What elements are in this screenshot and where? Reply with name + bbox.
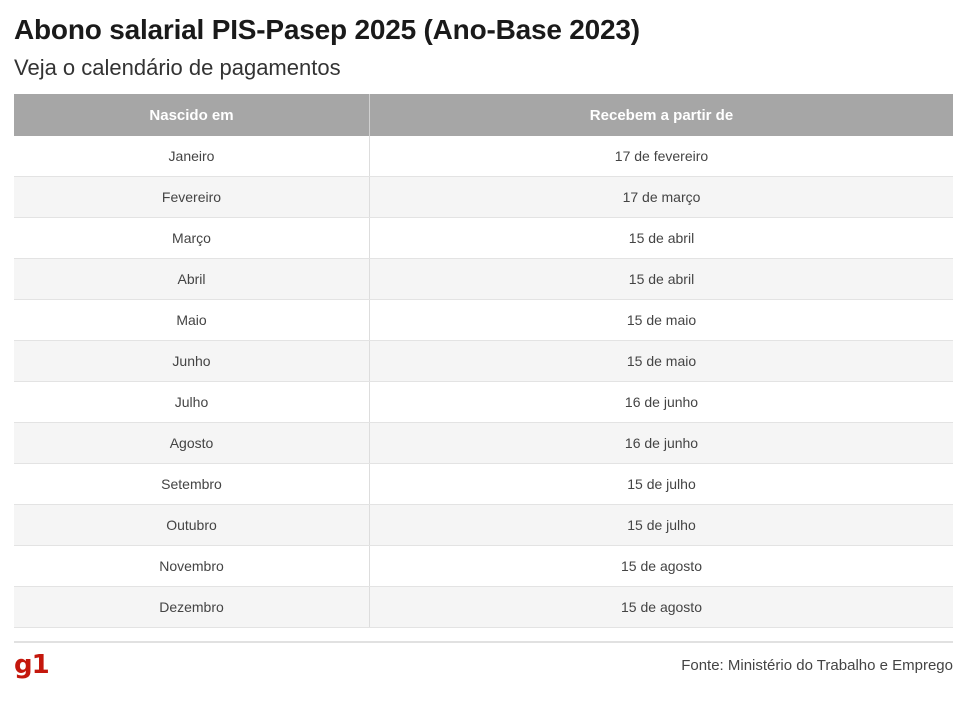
cell-birth-month: Agosto xyxy=(14,422,370,464)
cell-birth-month: Fevereiro xyxy=(14,176,370,218)
cell-birth-month: Janeiro xyxy=(14,136,370,177)
footer-divider xyxy=(14,641,953,643)
cell-birth-month: Novembro xyxy=(14,545,370,587)
cell-payment-date: 15 de abril xyxy=(369,258,953,300)
table-row: Março 15 de abril xyxy=(14,217,953,259)
table-row: Maio 15 de maio xyxy=(14,299,953,341)
table-row: Janeiro 17 de fevereiro xyxy=(14,136,953,177)
cell-birth-month: Outubro xyxy=(14,504,370,546)
cell-birth-month: Maio xyxy=(14,299,370,341)
cell-payment-date: 16 de junho xyxy=(369,381,953,423)
source-note: Fonte: Ministério do Trabalho e Emprego xyxy=(681,657,953,674)
table-row: Agosto 16 de junho xyxy=(14,422,953,464)
cell-birth-month: Julho xyxy=(14,381,370,423)
payment-calendar-table: Nascido em Recebem a partir de Janeiro 17… xyxy=(14,94,953,628)
table-row: Junho 15 de maio xyxy=(14,340,953,382)
payment-calendar-table-container: Nascido em Recebem a partir de Janeiro 17… xyxy=(14,94,953,628)
cell-payment-date: 17 de fevereiro xyxy=(369,136,953,177)
cell-payment-date: 15 de julho xyxy=(369,504,953,546)
table-row: Dezembro 15 de agosto xyxy=(14,586,953,628)
cell-birth-month: Setembro xyxy=(14,463,370,505)
cell-payment-date: 17 de março xyxy=(369,176,953,218)
cell-payment-date: 15 de julho xyxy=(369,463,953,505)
table-row: Novembro 15 de agosto xyxy=(14,545,953,587)
cell-birth-month: Março xyxy=(14,217,370,259)
cell-payment-date: 16 de junho xyxy=(369,422,953,464)
column-header-payment-date: Recebem a partir de xyxy=(369,94,953,136)
page-subtitle: Veja o calendário de pagamentos xyxy=(14,55,341,80)
cell-payment-date: 15 de abril xyxy=(369,217,953,259)
table-row: Outubro 15 de julho xyxy=(14,504,953,546)
table-header-row: Nascido em Recebem a partir de xyxy=(14,94,953,136)
table-row: Setembro 15 de julho xyxy=(14,463,953,505)
table-row: Abril 15 de abril xyxy=(14,258,953,300)
cell-birth-month: Dezembro xyxy=(14,586,370,628)
cell-payment-date: 15 de agosto xyxy=(369,545,953,587)
cell-payment-date: 15 de maio xyxy=(369,340,953,382)
column-header-birth-month: Nascido em xyxy=(14,94,370,136)
table-row: Julho 16 de junho xyxy=(14,381,953,423)
table-body: Janeiro 17 de fevereiro Fevereiro 17 de mar… xyxy=(14,136,953,628)
cell-birth-month: Junho xyxy=(14,340,370,382)
table-row: Fevereiro 17 de março xyxy=(14,176,953,218)
page-title: Abono salarial PIS-Pasep 2025 (Ano-Base … xyxy=(14,14,640,45)
cell-payment-date: 15 de maio xyxy=(369,299,953,341)
cell-payment-date: 15 de agosto xyxy=(369,586,953,628)
table-header: Nascido em Recebem a partir de xyxy=(14,94,953,136)
g1-logo: g1 xyxy=(14,650,50,680)
cell-birth-month: Abril xyxy=(14,258,370,300)
